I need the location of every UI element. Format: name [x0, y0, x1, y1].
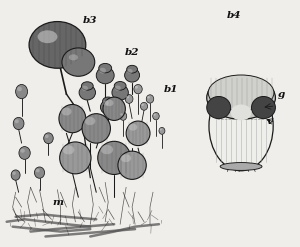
Ellipse shape: [115, 85, 121, 91]
Ellipse shape: [154, 114, 156, 116]
Ellipse shape: [126, 121, 150, 145]
Ellipse shape: [119, 112, 127, 120]
Ellipse shape: [159, 127, 165, 134]
Ellipse shape: [34, 167, 45, 178]
Ellipse shape: [81, 82, 93, 90]
Ellipse shape: [45, 135, 49, 138]
Ellipse shape: [125, 95, 133, 103]
Ellipse shape: [128, 124, 137, 131]
Ellipse shape: [120, 113, 123, 116]
Ellipse shape: [99, 68, 106, 74]
Text: b4: b4: [226, 11, 241, 20]
Text: b3: b3: [83, 16, 98, 25]
Ellipse shape: [99, 63, 112, 73]
Ellipse shape: [121, 154, 131, 162]
Ellipse shape: [79, 85, 95, 100]
Ellipse shape: [251, 97, 275, 119]
Ellipse shape: [207, 76, 275, 119]
Ellipse shape: [141, 103, 144, 106]
Ellipse shape: [209, 81, 273, 171]
Ellipse shape: [220, 163, 262, 170]
Ellipse shape: [135, 86, 138, 89]
Ellipse shape: [19, 146, 30, 159]
Ellipse shape: [13, 117, 24, 130]
Ellipse shape: [11, 170, 20, 180]
Ellipse shape: [103, 97, 114, 105]
Ellipse shape: [36, 169, 40, 172]
Ellipse shape: [101, 145, 113, 154]
Ellipse shape: [231, 104, 251, 121]
Ellipse shape: [20, 149, 25, 153]
Ellipse shape: [112, 85, 128, 100]
Ellipse shape: [127, 69, 133, 74]
Ellipse shape: [147, 96, 150, 99]
Ellipse shape: [62, 145, 74, 154]
Ellipse shape: [103, 101, 109, 106]
Ellipse shape: [207, 97, 231, 119]
Ellipse shape: [124, 68, 140, 82]
Ellipse shape: [61, 108, 72, 116]
Text: b1: b1: [164, 85, 178, 94]
Ellipse shape: [140, 102, 148, 110]
Ellipse shape: [12, 172, 16, 175]
Ellipse shape: [44, 133, 53, 144]
Ellipse shape: [146, 95, 154, 103]
Ellipse shape: [103, 97, 125, 121]
Ellipse shape: [98, 141, 130, 174]
Ellipse shape: [118, 151, 146, 179]
Ellipse shape: [16, 84, 28, 99]
Ellipse shape: [38, 30, 57, 43]
Text: v: v: [266, 117, 272, 125]
Ellipse shape: [96, 67, 114, 84]
Ellipse shape: [153, 112, 159, 120]
Ellipse shape: [17, 87, 22, 91]
Ellipse shape: [62, 48, 95, 76]
Ellipse shape: [126, 96, 129, 99]
Ellipse shape: [105, 100, 113, 106]
Ellipse shape: [114, 82, 126, 90]
Text: m: m: [52, 198, 63, 206]
Ellipse shape: [85, 117, 95, 125]
Text: g: g: [278, 89, 285, 99]
Ellipse shape: [127, 65, 137, 73]
Ellipse shape: [29, 21, 86, 68]
Ellipse shape: [69, 54, 78, 61]
Ellipse shape: [60, 142, 91, 174]
Ellipse shape: [160, 128, 162, 130]
Ellipse shape: [208, 75, 274, 111]
Ellipse shape: [82, 114, 110, 143]
Ellipse shape: [59, 104, 86, 133]
Ellipse shape: [14, 119, 19, 123]
Ellipse shape: [100, 100, 116, 114]
Ellipse shape: [82, 86, 88, 91]
Text: b2: b2: [125, 48, 139, 57]
Ellipse shape: [134, 84, 142, 94]
